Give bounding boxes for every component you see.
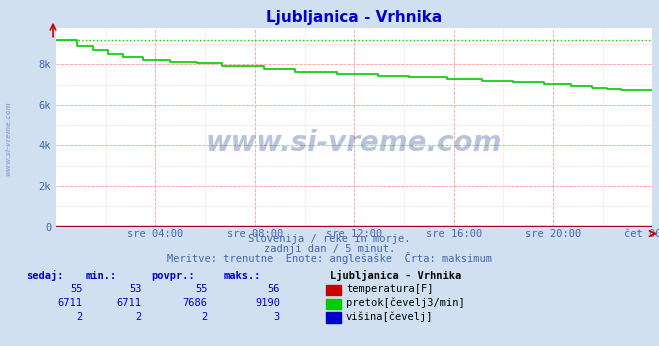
Title: Ljubljanica - Vrhnika: Ljubljanica - Vrhnika bbox=[266, 10, 442, 25]
Text: 56: 56 bbox=[268, 284, 280, 294]
Text: Ljubljanica - Vrhnika: Ljubljanica - Vrhnika bbox=[330, 270, 461, 281]
Text: Meritve: trenutne  Enote: anglešaške  Črta: maksimum: Meritve: trenutne Enote: anglešaške Črta… bbox=[167, 252, 492, 264]
Text: www.si-vreme.com: www.si-vreme.com bbox=[5, 101, 11, 176]
Text: 6711: 6711 bbox=[57, 298, 82, 308]
Text: povpr.:: povpr.: bbox=[152, 271, 195, 281]
Text: 2: 2 bbox=[136, 312, 142, 322]
Text: pretok[čevelj3/min]: pretok[čevelj3/min] bbox=[346, 298, 465, 308]
Text: temperatura[F]: temperatura[F] bbox=[346, 284, 434, 294]
Text: 6711: 6711 bbox=[117, 298, 142, 308]
Text: višina[čevelj]: višina[čevelj] bbox=[346, 311, 434, 322]
Text: 53: 53 bbox=[129, 284, 142, 294]
Text: 2: 2 bbox=[76, 312, 82, 322]
Text: 9190: 9190 bbox=[255, 298, 280, 308]
Text: Slovenija / reke in morje.: Slovenija / reke in morje. bbox=[248, 234, 411, 244]
Text: 55: 55 bbox=[70, 284, 82, 294]
Text: 2: 2 bbox=[202, 312, 208, 322]
Text: 55: 55 bbox=[195, 284, 208, 294]
Text: min.:: min.: bbox=[86, 271, 117, 281]
Text: sedaj:: sedaj: bbox=[26, 270, 64, 281]
Text: www.si-vreme.com: www.si-vreme.com bbox=[206, 129, 502, 157]
Text: maks.:: maks.: bbox=[224, 271, 262, 281]
Text: zadnji dan / 5 minut.: zadnji dan / 5 minut. bbox=[264, 244, 395, 254]
Text: 7686: 7686 bbox=[183, 298, 208, 308]
Text: 3: 3 bbox=[274, 312, 280, 322]
